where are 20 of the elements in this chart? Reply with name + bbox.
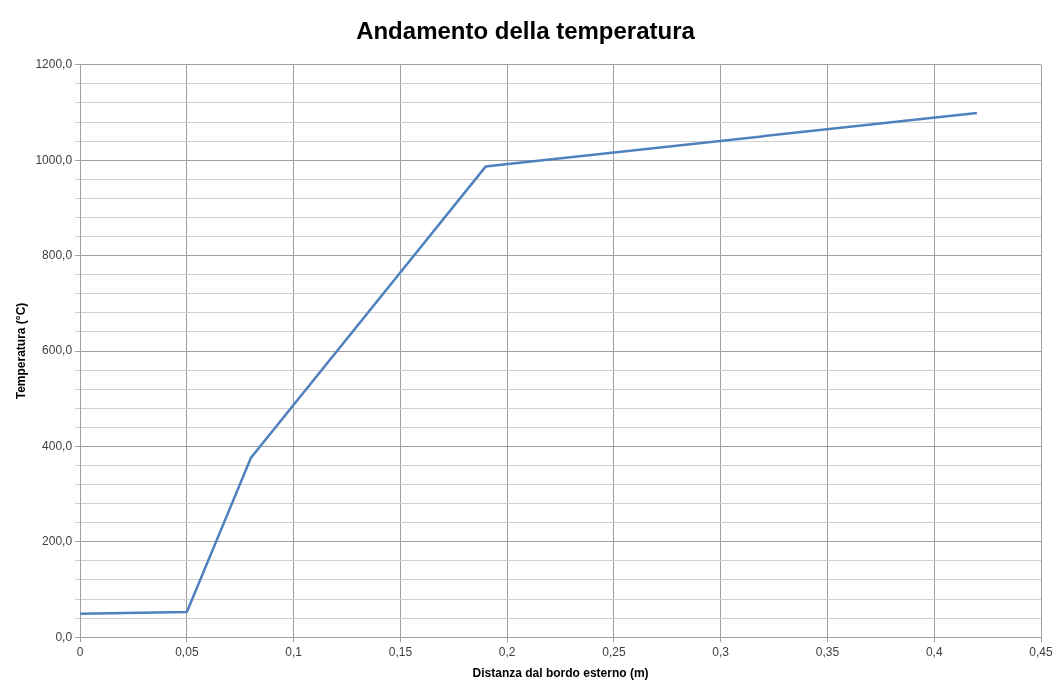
y-tick-label: 400,0 xyxy=(42,438,73,453)
y-tick-label: 0,0 xyxy=(55,629,73,644)
y-axis-title: Temperatura (°C) xyxy=(13,302,28,400)
chart-title: Andamento della temperatura xyxy=(356,17,696,45)
y-tick-label: 1000,0 xyxy=(35,152,73,167)
x-tick-label: 0,05 xyxy=(175,644,199,659)
y-tick-label: 800,0 xyxy=(42,247,73,262)
x-tick-label: 0,45 xyxy=(1029,644,1053,659)
x-tick-label: 0 xyxy=(76,644,84,659)
y-tick-label: 600,0 xyxy=(42,343,73,358)
x-tick-label: 0,1 xyxy=(285,644,303,659)
y-tick-label: 200,0 xyxy=(42,534,73,549)
x-tick-label: 0,35 xyxy=(815,644,840,659)
y-tick-label: 1200,0 xyxy=(35,57,73,72)
x-tick-label: 0,15 xyxy=(388,644,413,659)
x-tick-label: 0,2 xyxy=(498,644,516,659)
x-tick-label: 0,25 xyxy=(602,644,626,659)
x-axis-title: Distanza dal bordo esterno (m) xyxy=(472,666,649,681)
x-tick-label: 0,3 xyxy=(712,644,730,659)
x-tick-label: 0,4 xyxy=(925,644,943,659)
